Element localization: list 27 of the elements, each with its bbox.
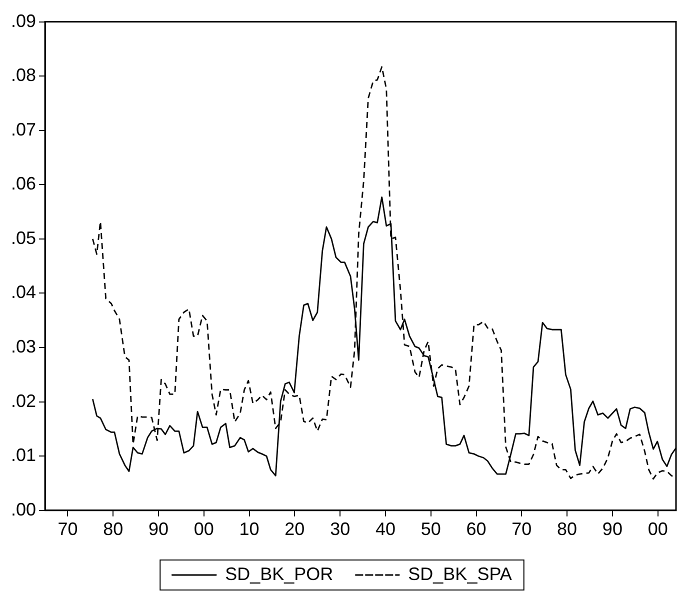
x-tick-label: 00 bbox=[194, 519, 214, 540]
x-tick-label: 60 bbox=[466, 519, 486, 540]
x-tick-label: 70 bbox=[512, 519, 532, 540]
x-tick-label: 90 bbox=[148, 519, 169, 540]
x-tick-label: 70 bbox=[58, 519, 78, 540]
x-tick-label: 40 bbox=[375, 519, 396, 540]
y-tick-label: .06 bbox=[10, 174, 36, 194]
legend-label: SD_BK_POR bbox=[225, 564, 334, 584]
x-tick-label: 90 bbox=[602, 519, 622, 540]
legend-label: SD_BK_SPA bbox=[408, 564, 512, 584]
x-tick-label: 20 bbox=[284, 519, 305, 540]
y-tick-label: .04 bbox=[10, 282, 36, 302]
y-tick-label: .08 bbox=[10, 65, 36, 86]
y-tick-label: .02 bbox=[10, 390, 36, 411]
y-tick-label: .07 bbox=[10, 119, 36, 140]
x-tick-label: 00 bbox=[648, 519, 668, 540]
y-tick-label: .01 bbox=[10, 445, 36, 466]
x-tick-label: 50 bbox=[420, 519, 441, 540]
y-tick-label: .05 bbox=[10, 228, 36, 248]
line-series bbox=[92, 66, 676, 480]
x-tick-label: 80 bbox=[103, 519, 124, 540]
x-tick-label: 10 bbox=[239, 519, 260, 540]
y-tick-label: .03 bbox=[10, 336, 36, 356]
y-tick-label: .00 bbox=[10, 499, 36, 520]
y-tick-label: .09 bbox=[10, 10, 36, 31]
x-tick-label: 30 bbox=[330, 519, 350, 540]
x-tick-label: 80 bbox=[557, 519, 578, 540]
